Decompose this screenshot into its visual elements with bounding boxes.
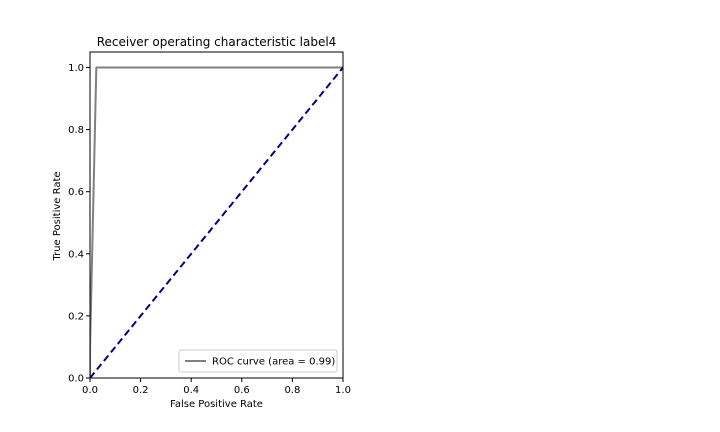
y-tick-label: 1.0	[68, 63, 84, 74]
y-tick-label: 0.2	[68, 311, 84, 322]
diagonal-reference-line	[90, 66, 343, 378]
legend-label: ROC curve (area = 0.99)	[212, 357, 335, 368]
y-tick-label: 0.6	[68, 187, 84, 198]
y-tick-label: 0.0	[68, 374, 84, 385]
legend-box	[178, 349, 338, 373]
ticks: 0.0 0.2 0.4 0.6 0.8 1.0 0.0 0.2 0.4 0.6 0.8 1.0	[68, 63, 351, 396]
x-tick-label: 0.6	[234, 385, 250, 396]
y-tick-label: 0.4	[68, 249, 84, 260]
x-tick-label: 0.2	[133, 385, 149, 396]
x-tick-label: 0.4	[183, 385, 199, 396]
y-tick-label: 0.8	[68, 125, 84, 136]
x-axis-label: False Positive Rate	[170, 399, 263, 410]
roc-curve-line	[90, 66, 343, 378]
chart-title: Receiver operating characteristic label4	[97, 35, 337, 49]
axes-frame	[89, 51, 344, 379]
axes	[89, 51, 344, 379]
x-tick-label: 0.8	[284, 385, 300, 396]
x-tick-label: 1.0	[335, 385, 351, 396]
legend: ROC curve (area = 0.99)	[178, 349, 338, 373]
plot-area	[90, 66, 343, 378]
y-axis-label: True Positive Rate	[52, 171, 63, 261]
x-tick-label: 0.0	[82, 385, 98, 396]
